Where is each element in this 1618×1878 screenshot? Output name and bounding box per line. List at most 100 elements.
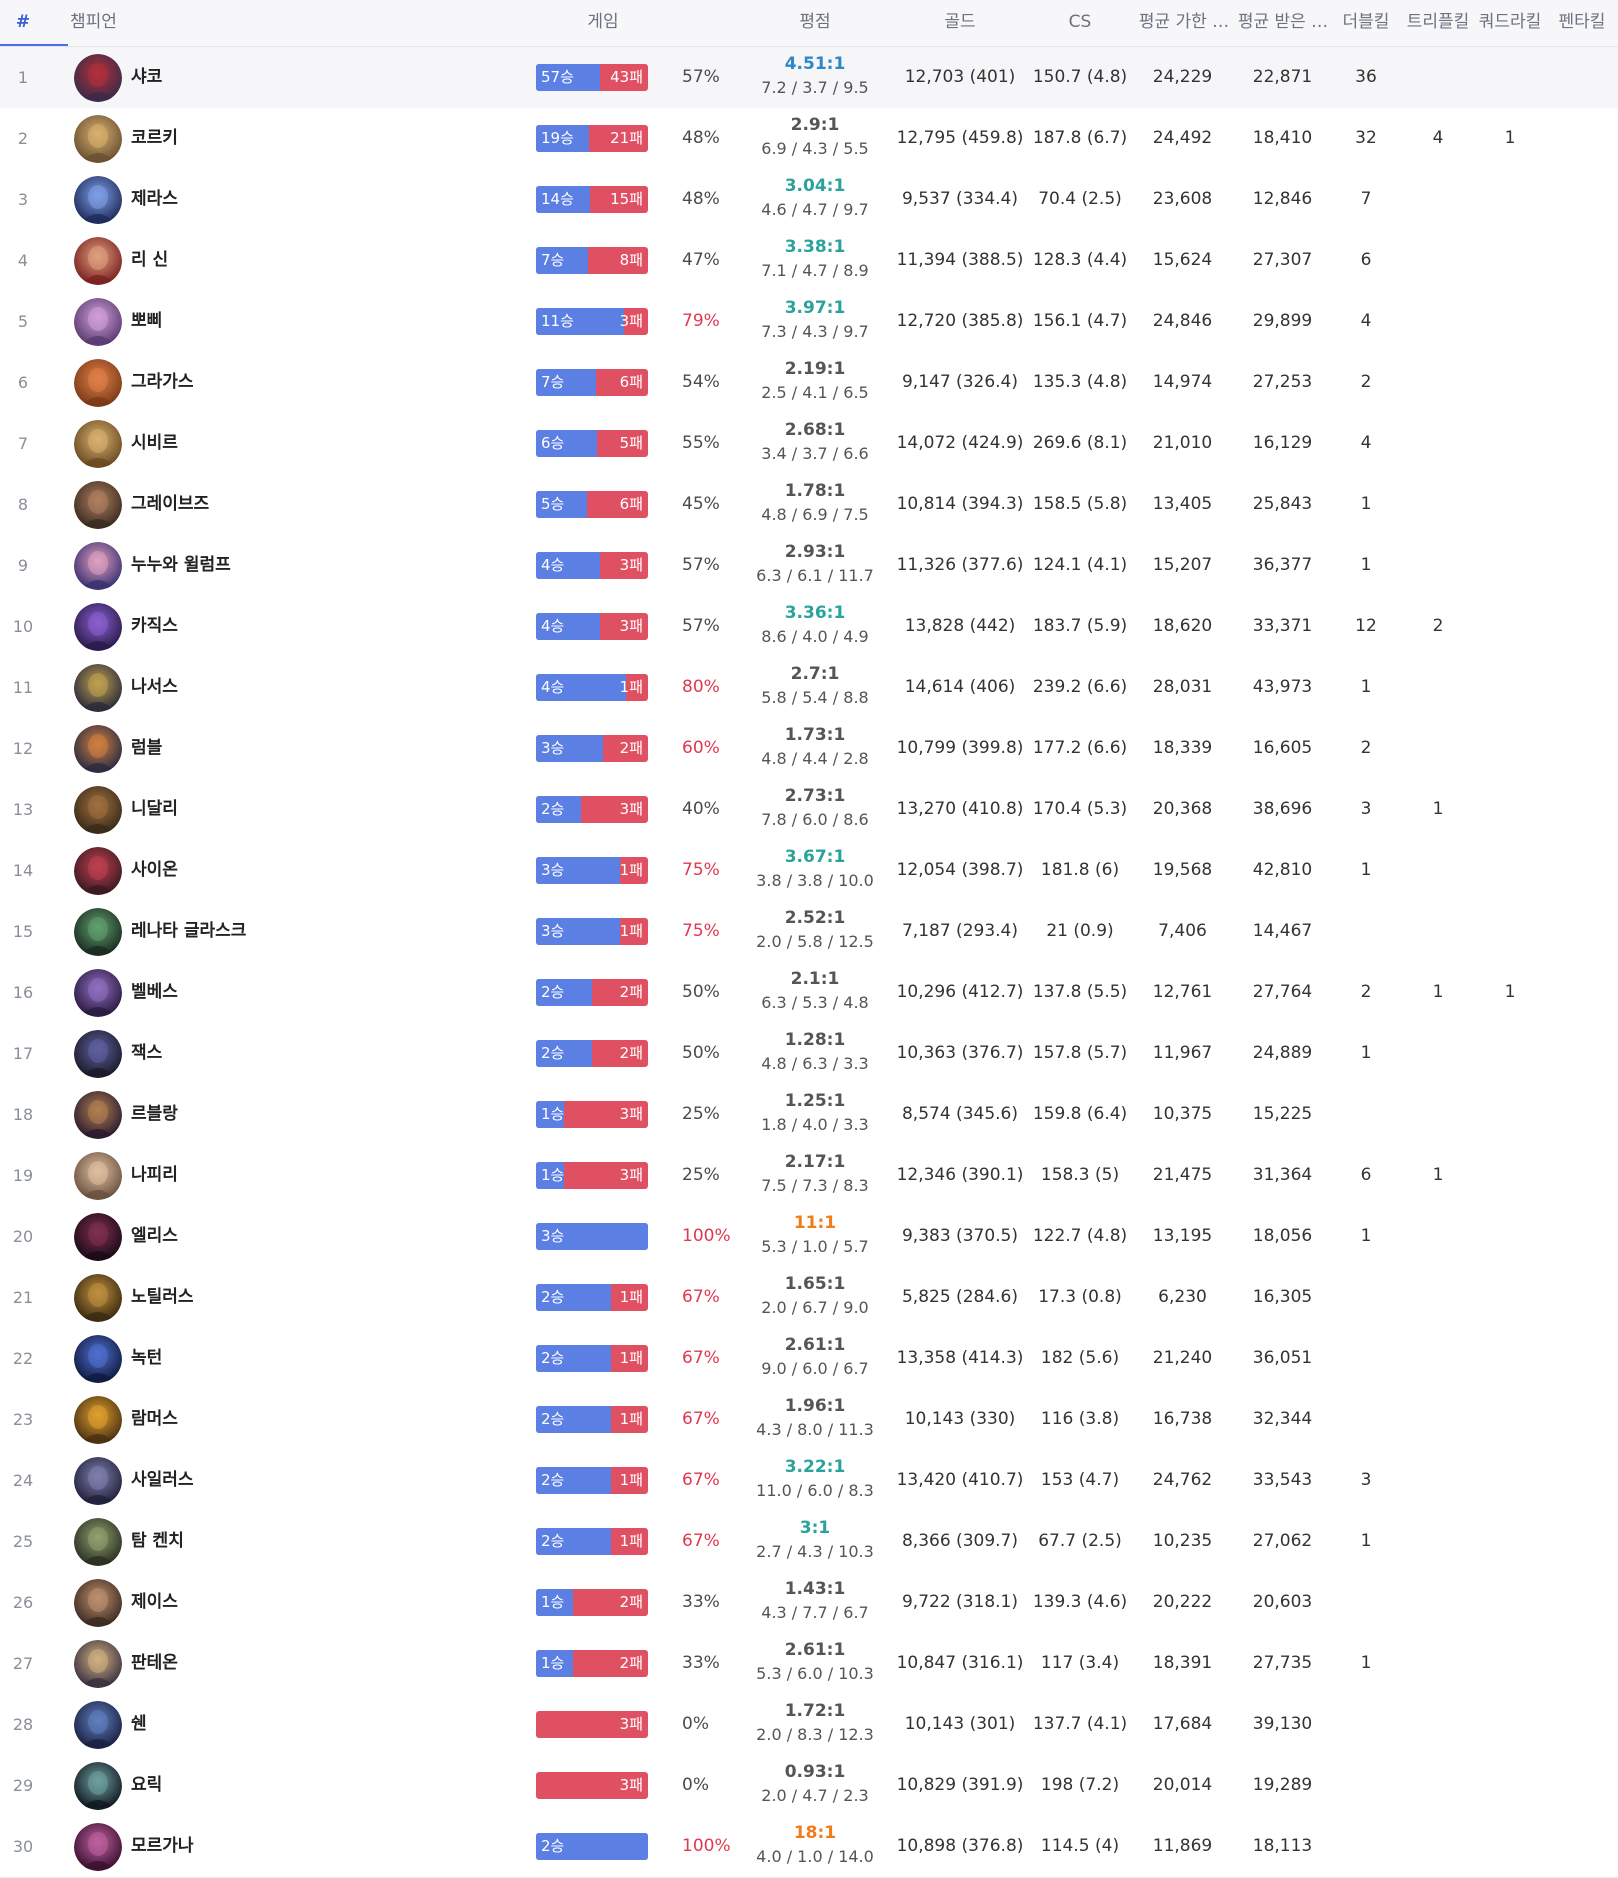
header-games[interactable]: 게임 [587, 12, 619, 32]
table-row[interactable]: 28 쉔 3패 0% 1.72:1 2.0 / 8.3 / 12.3 10,143 (301… [0, 1694, 1618, 1756]
champion-avatar[interactable] [74, 1823, 122, 1871]
champion-avatar[interactable] [74, 1396, 122, 1444]
table-row[interactable]: 29 요릭 3패 0% 0.93:1 2.0 / 4.7 / 2.3 10,829 (391… [0, 1755, 1618, 1817]
table-row[interactable]: 17 잭스 2승 2패 50% 1.28:1 4.8 / 6.3 / 3.3 10,363 (… [0, 1023, 1618, 1085]
champion-name[interactable]: 나서스 [131, 677, 178, 697]
champion-avatar[interactable] [74, 54, 122, 102]
header-triple-kill[interactable]: 트리플킬 [1406, 12, 1470, 32]
champion-avatar[interactable] [74, 1274, 122, 1322]
table-row[interactable]: 30 모르가나 2승 100% 18:1 4.0 / 1.0 / 14.0 10,898 (… [0, 1816, 1618, 1878]
champion-name[interactable]: 엘리스 [131, 1226, 178, 1246]
table-row[interactable]: 12 럼블 3승 2패 60% 1.73:1 4.8 / 4.4 / 2.8 10,799 (… [0, 718, 1618, 780]
champion-avatar[interactable] [74, 176, 122, 224]
champion-name[interactable]: 노틸러스 [131, 1287, 194, 1307]
champion-name[interactable]: 모르가나 [131, 1836, 194, 1856]
champion-name[interactable]: 제이스 [131, 1592, 178, 1612]
champion-name[interactable]: 리 신 [131, 250, 169, 270]
table-row[interactable]: 19 나피리 1승 3패 25% 2.17:1 7.5 / 7.3 / 8.3 12,346 … [0, 1145, 1618, 1207]
champion-avatar[interactable] [74, 1640, 122, 1688]
champion-avatar[interactable] [74, 115, 122, 163]
header-rank[interactable]: # [15, 12, 31, 32]
champion-avatar[interactable] [74, 1152, 122, 1200]
champion-avatar[interactable] [74, 542, 122, 590]
table-row[interactable]: 14 사이온 3승 1패 75% 3.67:1 3.8 / 3.8 / 10.0 12,054… [0, 840, 1618, 902]
table-row[interactable]: 1 샤코 57승 43패 57% 4.51:1 7.2 / 3.7 / 9.5 12,703 … [0, 47, 1618, 109]
table-row[interactable]: 15 레나타 글라스크 3승 1패 75% 2.52:1 2.0 / 5.8 / 12.5 7… [0, 901, 1618, 963]
header-cs[interactable]: CS [1068, 12, 1092, 32]
header-damage-taken[interactable]: 평균 받은 … [1237, 12, 1329, 32]
table-row[interactable]: 2 코르키 19승 21패 48% 2.9:1 6.9 / 4.3 / 5.5 12,795 … [0, 108, 1618, 170]
table-row[interactable]: 8 그레이브즈 5승 6패 45% 1.78:1 4.8 / 6.9 / 7.5 10,814… [0, 474, 1618, 536]
champion-avatar[interactable] [74, 1091, 122, 1139]
table-row[interactable]: 11 나서스 4승 1패 80% 2.7:1 5.8 / 5.4 / 8.8 14,614 (… [0, 657, 1618, 719]
champion-avatar[interactable] [74, 786, 122, 834]
table-row[interactable]: 26 제이스 1승 2패 33% 1.43:1 4.3 / 7.7 / 6.7 9,722 (… [0, 1572, 1618, 1634]
table-row[interactable]: 25 탐 켄치 2승 1패 67% 3:1 2.7 / 4.3 / 10.3 8,366 (3… [0, 1511, 1618, 1573]
champion-name[interactable]: 레나타 글라스크 [131, 921, 247, 941]
champion-name[interactable]: 사일러스 [131, 1470, 194, 1490]
champion-name[interactable]: 샤코 [131, 67, 163, 87]
champion-avatar[interactable] [74, 1457, 122, 1505]
champion-name[interactable]: 람머스 [131, 1409, 178, 1429]
champion-name[interactable]: 잭스 [131, 1043, 163, 1063]
table-row[interactable]: 23 람머스 2승 1패 67% 1.96:1 4.3 / 8.0 / 11.3 10,143… [0, 1389, 1618, 1451]
champion-name[interactable]: 나피리 [131, 1165, 178, 1185]
table-row[interactable]: 20 엘리스 3승 100% 11:1 5.3 / 1.0 / 5.7 9,383 (370… [0, 1206, 1618, 1268]
champion-avatar[interactable] [74, 359, 122, 407]
champion-name[interactable]: 시비르 [131, 433, 178, 453]
champion-name[interactable]: 카직스 [131, 616, 178, 636]
champion-name[interactable]: 판테온 [131, 1653, 178, 1673]
champion-name[interactable]: 니달리 [131, 799, 178, 819]
header-quadra-kill[interactable]: 쿼드라킬 [1478, 12, 1542, 32]
champion-avatar[interactable] [74, 725, 122, 773]
table-row[interactable]: 9 누누와 윌럼프 4승 3패 57% 2.93:1 6.3 / 6.1 / 11.7 11,… [0, 535, 1618, 597]
champion-avatar[interactable] [74, 969, 122, 1017]
header-double-kill[interactable]: 더블킬 [1342, 12, 1390, 32]
table-row[interactable]: 16 벨베스 2승 2패 50% 2.1:1 6.3 / 5.3 / 4.8 10,296 (… [0, 962, 1618, 1024]
champion-name[interactable]: 제라스 [131, 189, 178, 209]
champion-name[interactable]: 녹턴 [131, 1348, 163, 1368]
table-row[interactable]: 13 니달리 2승 3패 40% 2.73:1 7.8 / 6.0 / 8.6 13,270 … [0, 779, 1618, 841]
header-kda[interactable]: 평점 [799, 12, 831, 32]
champion-name[interactable]: 쉔 [131, 1714, 147, 1734]
champion-avatar[interactable] [74, 1518, 122, 1566]
champion-avatar[interactable] [74, 420, 122, 468]
table-row[interactable]: 21 노틸러스 2승 1패 67% 1.65:1 2.0 / 6.7 / 9.0 5,825 … [0, 1267, 1618, 1329]
table-row[interactable]: 27 판테온 1승 2패 33% 2.61:1 5.3 / 6.0 / 10.3 10,847… [0, 1633, 1618, 1695]
table-row[interactable]: 10 카직스 4승 3패 57% 3.36:1 8.6 / 4.0 / 4.9 13,828 … [0, 596, 1618, 658]
champion-avatar[interactable] [74, 1701, 122, 1749]
champion-name[interactable]: 코르키 [131, 128, 178, 148]
champion-avatar[interactable] [74, 1579, 122, 1627]
champion-avatar[interactable] [74, 1335, 122, 1383]
table-row[interactable]: 6 그라가스 7승 6패 54% 2.19:1 2.5 / 4.1 / 6.5 9,147 (… [0, 352, 1618, 414]
champion-name[interactable]: 요릭 [131, 1775, 163, 1795]
champion-avatar[interactable] [74, 1213, 122, 1261]
champion-name[interactable]: 그레이브즈 [131, 494, 210, 514]
champion-avatar[interactable] [74, 237, 122, 285]
champion-avatar[interactable] [74, 908, 122, 956]
header-penta-kill[interactable]: 펜타킬 [1558, 12, 1606, 32]
table-row[interactable]: 3 제라스 14승 15패 48% 3.04:1 4.6 / 4.7 / 9.7 9,537 … [0, 169, 1618, 231]
table-row[interactable]: 22 녹턴 2승 1패 67% 2.61:1 9.0 / 6.0 / 6.7 13,358 (… [0, 1328, 1618, 1390]
champion-name[interactable]: 그라가스 [131, 372, 194, 392]
champion-name[interactable]: 탐 켄치 [131, 1531, 184, 1551]
champion-avatar[interactable] [74, 603, 122, 651]
champion-avatar[interactable] [74, 298, 122, 346]
table-row[interactable]: 7 시비르 6승 5패 55% 2.68:1 3.4 / 3.7 / 6.6 14,072 (… [0, 413, 1618, 475]
header-damage-dealt[interactable]: 평균 가한 … [1138, 12, 1230, 32]
table-row[interactable]: 4 리 신 7승 8패 47% 3.38:1 7.1 / 4.7 / 8.9 11,394 (… [0, 230, 1618, 292]
table-row[interactable]: 5 뽀삐 11승 3패 79% 3.97:1 7.3 / 4.3 / 9.7 12,720 (… [0, 291, 1618, 353]
champion-name[interactable]: 사이온 [131, 860, 178, 880]
champion-name[interactable]: 누누와 윌럼프 [131, 555, 231, 575]
champion-name[interactable]: 럼블 [131, 738, 163, 758]
table-row[interactable]: 18 르블랑 1승 3패 25% 1.25:1 1.8 / 4.0 / 3.3 8,574 (… [0, 1084, 1618, 1146]
table-row[interactable]: 24 사일러스 2승 1패 67% 3.22:1 11.0 / 6.0 / 8.3 13,42… [0, 1450, 1618, 1512]
header-gold[interactable]: 골드 [944, 12, 976, 32]
champion-avatar[interactable] [74, 847, 122, 895]
champion-name[interactable]: 벨베스 [131, 982, 178, 1002]
champion-avatar[interactable] [74, 481, 122, 529]
champion-avatar[interactable] [74, 1030, 122, 1078]
champion-avatar[interactable] [74, 664, 122, 712]
champion-name[interactable]: 르블랑 [131, 1104, 178, 1124]
header-champion[interactable]: 챔피언 [70, 12, 117, 32]
